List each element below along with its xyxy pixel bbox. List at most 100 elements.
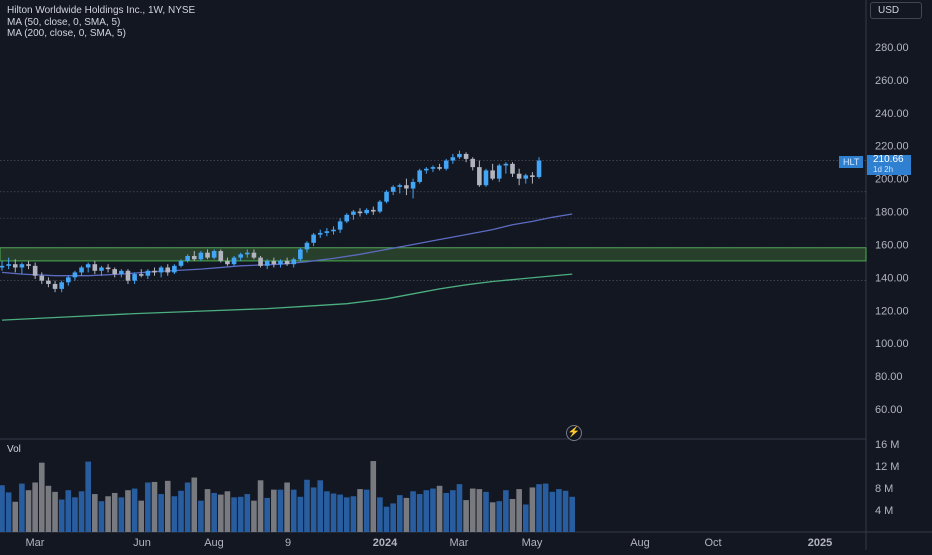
volume-bar-27 [178, 490, 184, 532]
volume-bar-51 [337, 494, 343, 532]
candle-body-52 [344, 214, 350, 222]
candle-body-46 [304, 242, 310, 250]
candle-body-21 [138, 274, 144, 276]
candle-body-45 [298, 249, 303, 260]
legend-title: Hilton Worldwide Holdings Inc., 1W, NYSE [7, 5, 196, 16]
candle-body-13 [85, 264, 91, 268]
volume-bar-40 [264, 497, 270, 532]
candle-body-1 [6, 264, 11, 266]
volume-tick-0: 16 M [875, 439, 899, 451]
candle-body-4 [26, 264, 31, 266]
candle-body-12 [79, 267, 84, 273]
candle-body-75 [496, 165, 502, 179]
volume-bar-78 [516, 489, 522, 532]
price-tick-9: 100.00 [875, 338, 909, 350]
price-tick-2: 240.00 [875, 108, 909, 120]
candle-body-16 [105, 267, 111, 270]
time-tick-1: Jun [133, 537, 151, 549]
volume-bar-83 [549, 491, 556, 532]
price-tick-10: 80.00 [875, 371, 903, 383]
volume-bar-55 [363, 489, 370, 532]
volume-bar-12 [78, 491, 85, 532]
volume-bar-37 [244, 494, 251, 532]
candle-body-58 [384, 191, 389, 202]
candle-body-77 [510, 163, 515, 174]
volume-bar-13 [85, 461, 91, 532]
candle-body-60 [397, 185, 403, 187]
volume-bar-18 [118, 497, 125, 532]
candle-body-11 [72, 272, 78, 278]
support-zone [0, 247, 867, 262]
volume-bar-75 [496, 501, 503, 532]
volume-bar-6 [38, 462, 45, 532]
volume-bar-44 [290, 489, 297, 532]
candle-body-20 [132, 274, 137, 281]
ma50-line [1, 213, 573, 277]
volume-bar-63 [416, 494, 423, 532]
price-tick-0: 280.00 [875, 42, 909, 54]
volume-bar-74 [489, 502, 496, 532]
candle-body-69 [457, 153, 462, 158]
candle-body-44 [291, 259, 297, 265]
lightning-icon[interactable]: ⚡ [566, 425, 582, 441]
candle-body-56 [370, 209, 376, 212]
volume-bar-26 [171, 496, 178, 532]
volume-bar-69 [456, 484, 463, 532]
volume-bar-38 [251, 500, 257, 532]
candle-body-80 [530, 175, 535, 177]
volume-bar-53 [350, 496, 357, 532]
candle-body-64 [424, 168, 429, 171]
candle-body-50 [331, 229, 336, 232]
volume-bar-85 [562, 490, 569, 532]
candle-body-22 [145, 270, 151, 276]
volume-bar-43 [284, 482, 290, 532]
volume-bar-64 [423, 490, 430, 532]
volume-bar-22 [145, 482, 151, 532]
price-tick-5: 180.00 [875, 207, 909, 219]
legend-ma50[interactable]: MA (50, close, 0, SMA, 5) [7, 17, 121, 28]
candle-body-34 [225, 260, 230, 265]
candle-body-30 [198, 252, 204, 260]
candle-body-74 [490, 170, 495, 179]
time-tick-7: Aug [630, 537, 650, 549]
candle-body-59 [390, 186, 396, 192]
candle-body-49 [324, 231, 330, 233]
candle-body-38 [251, 252, 257, 258]
volume-bar-56 [370, 461, 377, 532]
volume-bar-24 [158, 494, 164, 532]
volume-bar-33 [217, 494, 224, 532]
volume-bar-77 [509, 499, 516, 532]
candle-body-73 [483, 170, 489, 186]
volume-bar-57 [377, 497, 383, 532]
volume-bar-70 [463, 500, 469, 532]
legend-ma200[interactable]: MA (200, close, 0, SMA, 5) [7, 28, 126, 39]
candle-body-10 [66, 277, 71, 283]
volume-bar-60 [397, 495, 403, 532]
volume-bar-61 [403, 497, 410, 532]
volume-bar-29 [191, 477, 198, 532]
candle-body-37 [245, 252, 250, 255]
volume-bar-46 [304, 479, 310, 532]
candle-body-66 [437, 167, 442, 169]
candle-body-48 [317, 232, 323, 235]
currency-selector[interactable]: USD [870, 2, 922, 19]
candle-body-71 [470, 158, 476, 168]
volume-bar-79 [522, 504, 529, 532]
time-tick-4: 2024 [373, 537, 398, 549]
bar-countdown: 1d 2h [873, 165, 894, 174]
candle-body-25 [165, 267, 171, 273]
ticker-badge: HLT [839, 156, 864, 168]
volume-bar-20 [131, 488, 138, 532]
volume-bar-2 [12, 501, 19, 532]
candle-body-23 [152, 270, 157, 273]
volume-bar-36 [237, 496, 244, 532]
volume-bar-3 [19, 483, 25, 532]
candle-body-70 [463, 153, 469, 159]
candle-body-19 [125, 270, 131, 281]
last-price-value: 210.66 [873, 154, 904, 165]
time-tick-2: Aug [204, 537, 224, 549]
price-tick-8: 120.00 [875, 305, 909, 317]
candle-body-47 [311, 234, 316, 243]
